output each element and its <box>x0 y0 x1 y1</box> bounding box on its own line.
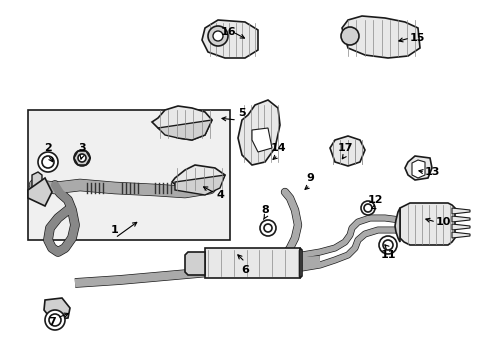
Text: 16: 16 <box>220 27 235 37</box>
Polygon shape <box>299 248 302 278</box>
Text: 6: 6 <box>241 265 248 275</box>
Polygon shape <box>451 208 469 214</box>
Polygon shape <box>394 208 399 242</box>
Circle shape <box>213 31 223 41</box>
Text: 15: 15 <box>408 33 424 43</box>
Polygon shape <box>451 232 469 238</box>
Text: 7: 7 <box>48 317 56 327</box>
Circle shape <box>360 201 374 215</box>
Polygon shape <box>251 128 271 152</box>
Polygon shape <box>341 16 419 58</box>
Polygon shape <box>44 298 70 320</box>
Circle shape <box>38 152 58 172</box>
Polygon shape <box>399 203 454 245</box>
Bar <box>28 110 229 240</box>
Circle shape <box>42 156 54 168</box>
Circle shape <box>260 220 275 236</box>
Text: 3: 3 <box>78 143 85 153</box>
Polygon shape <box>152 106 212 140</box>
Text: 14: 14 <box>270 143 285 153</box>
Polygon shape <box>451 216 469 222</box>
Polygon shape <box>175 175 224 195</box>
Circle shape <box>378 236 396 254</box>
Text: 10: 10 <box>434 217 450 227</box>
Circle shape <box>264 224 271 232</box>
Circle shape <box>207 26 227 46</box>
Text: 9: 9 <box>305 173 313 183</box>
Circle shape <box>49 314 61 326</box>
Polygon shape <box>451 224 469 230</box>
Polygon shape <box>404 156 431 180</box>
Text: 13: 13 <box>424 167 439 177</box>
Polygon shape <box>28 178 52 206</box>
Circle shape <box>78 154 86 162</box>
Polygon shape <box>411 160 424 178</box>
Text: 12: 12 <box>366 195 382 205</box>
Polygon shape <box>158 120 212 140</box>
Text: 17: 17 <box>337 143 352 153</box>
Circle shape <box>340 27 358 45</box>
Circle shape <box>45 310 65 330</box>
Polygon shape <box>204 248 299 278</box>
Text: 4: 4 <box>216 190 224 200</box>
Polygon shape <box>329 136 364 166</box>
Polygon shape <box>172 165 224 192</box>
Text: 1: 1 <box>111 225 119 235</box>
Polygon shape <box>202 20 258 58</box>
Circle shape <box>382 240 392 250</box>
Text: 5: 5 <box>238 108 245 118</box>
Text: 8: 8 <box>261 205 268 215</box>
Text: 11: 11 <box>380 250 395 260</box>
Text: 2: 2 <box>44 143 52 153</box>
Polygon shape <box>32 172 42 201</box>
Circle shape <box>363 204 371 212</box>
Polygon shape <box>184 252 204 275</box>
Polygon shape <box>238 100 280 165</box>
Circle shape <box>74 150 90 166</box>
